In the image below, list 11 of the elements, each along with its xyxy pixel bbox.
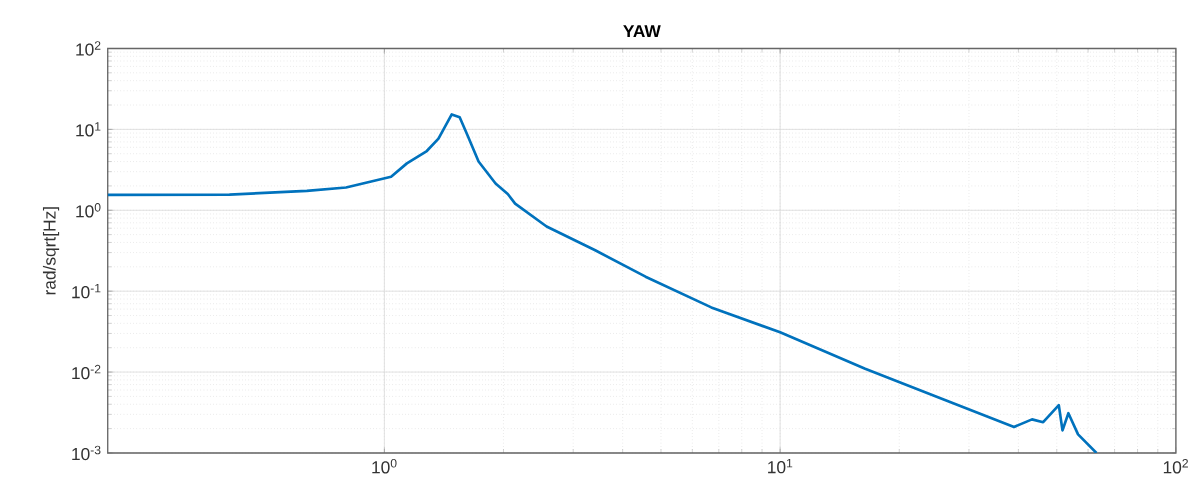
y-tick-label: 10$^{2}$ bbox=[76, 41, 101, 56]
y-tick-label: 10$^{0}$ bbox=[76, 203, 101, 218]
y-axis-title: rad/sqrt[Hz] bbox=[42, 207, 60, 295]
x-tick-label: 10$^{0}$ bbox=[372, 459, 397, 474]
chart-title: YAW bbox=[623, 25, 661, 38]
x-tick-label: 10$^{2}$ bbox=[1163, 459, 1188, 474]
y-tick-label: 10$^{-3}$ bbox=[72, 445, 101, 461]
x-tick-label: 10$^{1}$ bbox=[768, 459, 793, 474]
y-tick-label: 10$^{-1}$ bbox=[72, 284, 101, 299]
y-tick-label: 10$^{-2}$ bbox=[72, 364, 101, 380]
y-tick-label: 10$^{1}$ bbox=[76, 122, 101, 137]
